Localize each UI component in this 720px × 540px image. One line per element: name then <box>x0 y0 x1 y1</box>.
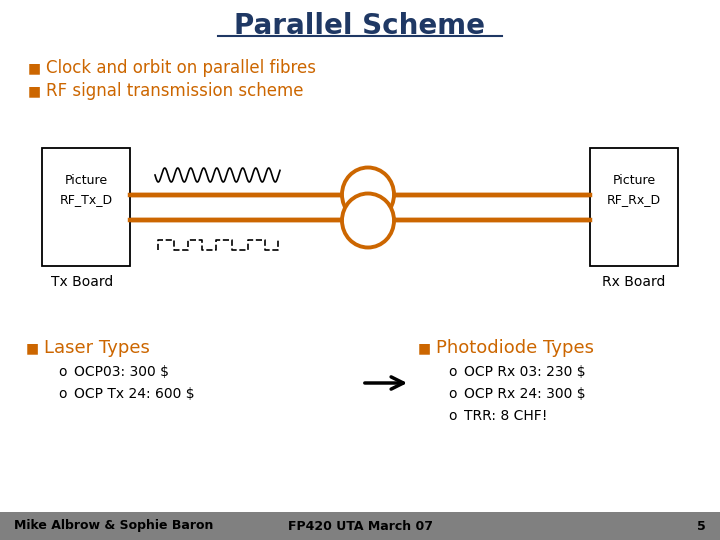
Text: FP420 UTA March 07: FP420 UTA March 07 <box>287 519 433 532</box>
Text: o: o <box>448 387 456 401</box>
Text: Rx Board: Rx Board <box>603 275 666 289</box>
Text: Parallel Scheme: Parallel Scheme <box>235 12 485 40</box>
Text: Picture: Picture <box>64 173 107 186</box>
Text: OCP03: 300 $: OCP03: 300 $ <box>74 365 169 379</box>
Ellipse shape <box>342 193 394 247</box>
Text: ■: ■ <box>28 61 41 75</box>
Bar <box>0 512 720 540</box>
Text: OCP Rx 03: 230 $: OCP Rx 03: 230 $ <box>464 365 585 379</box>
Ellipse shape <box>342 167 394 221</box>
Bar <box>42 148 130 266</box>
Text: o: o <box>58 365 66 379</box>
Text: o: o <box>58 387 66 401</box>
Text: ■: ■ <box>418 341 431 355</box>
Text: RF signal transmission scheme: RF signal transmission scheme <box>46 82 304 100</box>
Text: 5: 5 <box>697 519 706 532</box>
Text: ■: ■ <box>26 341 39 355</box>
Text: Mike Albrow & Sophie Baron: Mike Albrow & Sophie Baron <box>14 519 213 532</box>
Text: RF_Tx_D: RF_Tx_D <box>60 193 112 206</box>
Bar <box>590 148 678 266</box>
Text: Tx Board: Tx Board <box>51 275 113 289</box>
Text: RF_Rx_D: RF_Rx_D <box>607 193 661 206</box>
Text: OCP Rx 24: 300 $: OCP Rx 24: 300 $ <box>464 387 585 401</box>
Text: Photodiode Types: Photodiode Types <box>436 339 594 357</box>
Text: ■: ■ <box>28 84 41 98</box>
Text: Clock and orbit on parallel fibres: Clock and orbit on parallel fibres <box>46 59 316 77</box>
Text: Picture: Picture <box>613 173 656 186</box>
Text: o: o <box>448 409 456 423</box>
Text: Laser Types: Laser Types <box>44 339 150 357</box>
Text: o: o <box>448 365 456 379</box>
Text: OCP Tx 24: 600 $: OCP Tx 24: 600 $ <box>74 387 194 401</box>
Text: TRR: 8 CHF!: TRR: 8 CHF! <box>464 409 547 423</box>
